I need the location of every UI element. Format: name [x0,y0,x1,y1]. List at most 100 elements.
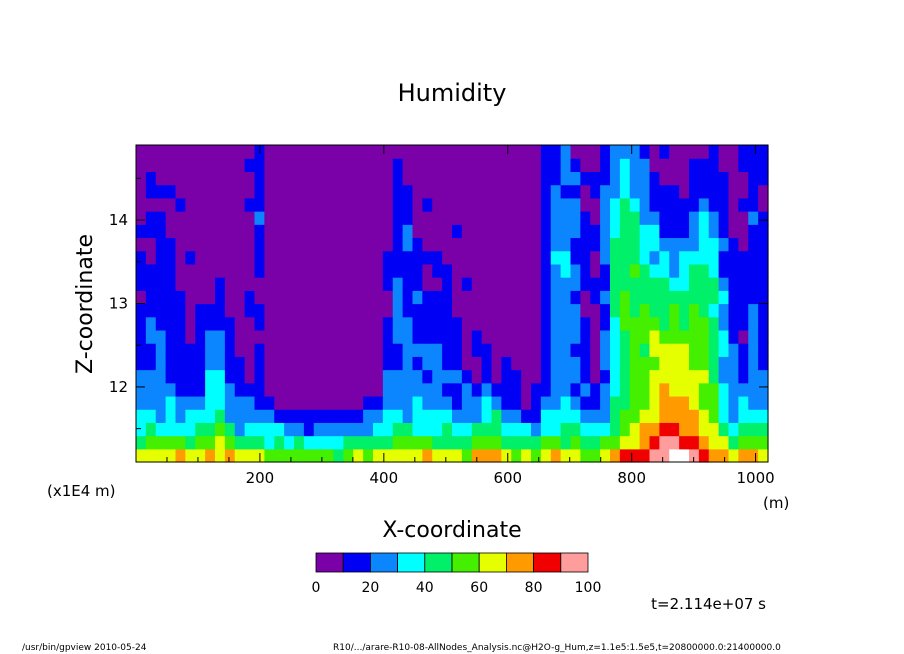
heatmap-cell [353,448,364,463]
heatmap-cell [185,250,196,265]
heatmap-cell [758,369,769,384]
heatmap-cell [570,184,581,199]
heatmap-cell [728,237,739,252]
heatmap-cell [758,356,769,371]
heatmap-cell [669,263,680,278]
heatmap-cell [244,329,256,344]
heatmap-cell [501,263,512,278]
heatmap-cell [254,329,265,344]
heatmap-cell [550,303,562,318]
heatmap-cell [363,395,374,410]
heatmap-cell [531,409,542,423]
heatmap-cell [659,448,670,463]
heatmap-cell [205,145,216,159]
heatmap-cell [392,356,404,371]
heatmap-cell [274,329,285,344]
heatmap-cell [649,316,660,331]
heatmap-cell [452,158,463,173]
heatmap-cell [590,382,601,397]
heatmap-cell [215,316,226,331]
heatmap-cell [323,184,335,199]
heatmap-cell [471,382,483,397]
heatmap-cell [373,316,384,331]
heatmap-cell [550,184,562,199]
heatmap-cell [758,158,769,173]
heatmap-cell [313,303,325,318]
heatmap-cell [748,158,759,173]
colorbar-swatch [315,552,344,573]
heatmap-cell [560,303,572,318]
heatmap-cell [461,145,473,159]
heatmap-cell [343,184,354,199]
heatmap-cell [205,184,216,199]
heatmap-cell [471,290,483,305]
heatmap-cell [353,237,364,252]
heatmap-cell [402,184,414,199]
heatmap-cell [333,263,344,278]
heatmap-cell [145,250,157,265]
heatmap-cell [718,356,730,371]
heatmap-cell [432,395,443,410]
colorbar-label: 40 [416,580,434,596]
heatmap-cell [521,158,532,173]
heatmap-cell [333,277,344,291]
heatmap-cell [165,277,177,291]
heatmap-cell [333,369,344,384]
heatmap-cell [461,435,473,450]
heatmap-cell [669,197,680,212]
heatmap-cell [303,382,315,397]
heatmap-cell [244,158,256,173]
heatmap-cell [165,250,177,265]
heatmap-cell [234,409,246,423]
heatmap-cell [452,382,463,397]
heatmap-cell [718,343,730,357]
heatmap-cell [679,422,690,437]
heatmap-cell [639,250,651,265]
heatmap-cell [373,237,384,252]
heatmap-cell [659,211,670,225]
heatmap-cell [145,263,157,278]
heatmap-cell [738,184,749,199]
heatmap-cell [511,158,522,173]
heatmap-cell [264,158,275,173]
heatmap-cell [224,158,236,173]
heatmap-cell [679,250,690,265]
heatmap-cell [689,409,700,423]
heatmap-cell [708,356,720,371]
heatmap-cell [610,250,621,265]
heatmap-cell [679,263,690,278]
heatmap-cell [679,171,690,186]
heatmap-cell [234,369,246,384]
heatmap-cell [471,316,483,331]
heatmap-cell [521,250,532,265]
heatmap-cell [590,422,601,437]
heatmap-cell [619,316,631,331]
heatmap-cell [343,277,354,291]
heatmap-cell [224,356,236,371]
heatmap-cell [264,369,275,384]
heatmap-cell [412,409,423,423]
heatmap-cell [540,303,552,318]
heatmap-cell [481,448,493,463]
heatmap-cell [412,422,423,437]
heatmap-cell [264,395,275,410]
heatmap-cell [165,290,177,305]
heatmap-cell [501,395,512,410]
heatmap-cell [402,197,414,212]
heatmap-cell [234,277,246,291]
heatmap-cell [531,343,542,357]
heatmap-cell [560,171,572,186]
heatmap-cell [353,329,364,344]
heatmap-cell [205,158,216,173]
heatmap-cell [175,145,186,159]
heatmap-cell [501,277,512,291]
heatmap-cell [333,197,344,212]
heatmap-cell [501,211,512,225]
heatmap-cell [580,290,591,305]
heatmap-cell [205,316,216,331]
heatmap-cell [708,448,720,463]
heatmap-cell [560,197,572,212]
heatmap-cell [540,290,552,305]
heatmap-cell [708,224,720,239]
heatmap-cell [738,316,749,331]
